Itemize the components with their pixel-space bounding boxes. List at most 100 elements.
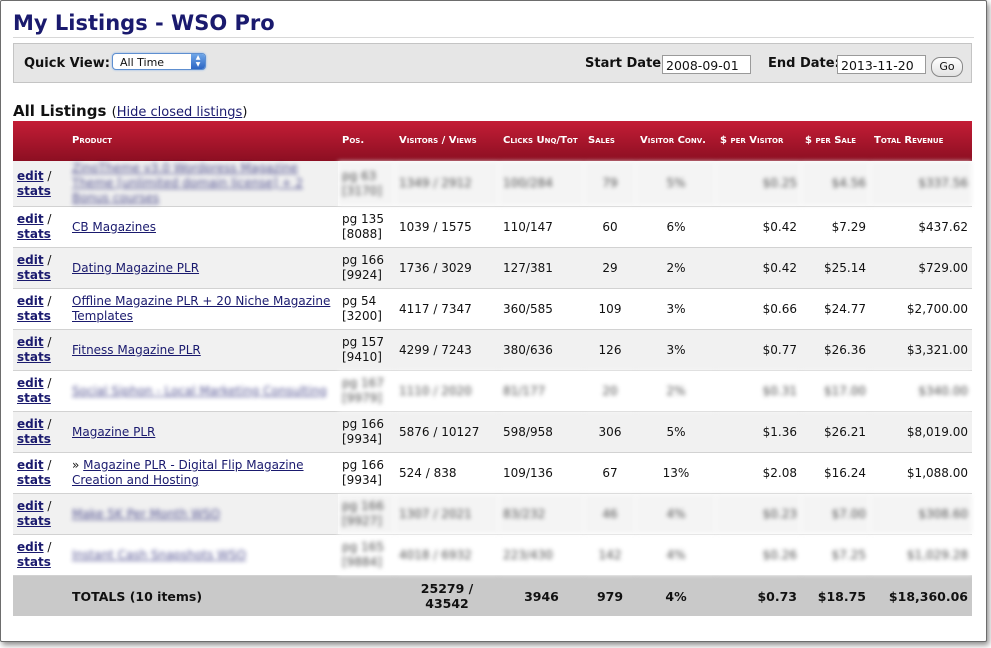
per-sale-cell: $26.21: [801, 411, 870, 453]
revenue-cell: $340.00: [870, 370, 972, 412]
table-row: edit / stats ZinoTheme v3.0 Wordpress Maga…: [13, 161, 972, 207]
visitors-cell: 1110 / 2020: [395, 370, 499, 412]
conversion-cell: 13%: [636, 452, 716, 494]
row-actions: edit / stats: [13, 370, 68, 412]
totals-label: TOTALS (10 items): [68, 575, 338, 616]
revenue-cell: $1,029.28: [870, 534, 972, 576]
stats-link[interactable]: stats: [17, 183, 51, 198]
product-link[interactable]: Magazine PLR: [72, 424, 156, 439]
table-row: edit / stats Make 5K Per Month WSO pg 166 […: [13, 493, 972, 535]
clicks-cell: 598/958: [499, 411, 584, 453]
stats-link[interactable]: stats: [17, 268, 51, 282]
sales-cell: 79: [584, 161, 636, 207]
quick-view-label: Quick View:: [24, 56, 110, 71]
edit-link[interactable]: edit: [17, 417, 44, 431]
sales-cell: 306: [584, 411, 636, 453]
stats-link[interactable]: stats: [17, 227, 51, 241]
stats-link[interactable]: stats: [17, 473, 51, 487]
col-sales-header[interactable]: Sales: [584, 121, 636, 161]
product-cell: Offline Magazine PLR + 20 Niche Magazine…: [68, 288, 338, 330]
start-date-input[interactable]: 2008-09-01: [662, 55, 751, 74]
product-cell: Magazine PLR: [68, 411, 338, 453]
position-cell: pg 54 [3200]: [338, 288, 395, 330]
col-revenue-header[interactable]: Total Revenue: [870, 121, 972, 161]
col-per-visitor-header[interactable]: $ per Visitor: [716, 121, 801, 161]
product-link[interactable]: Magazine PLR - Digital Flip Magazine Cre…: [72, 458, 304, 487]
title-divider: [13, 37, 974, 38]
totals-visitors: 25279 / 43542: [395, 575, 499, 616]
col-pos-header[interactable]: Pos.: [338, 121, 395, 161]
edit-link[interactable]: edit: [17, 294, 44, 308]
all-listings-title: All Listings: [13, 102, 107, 120]
conversion-cell: 5%: [636, 411, 716, 453]
product-link[interactable]: Fitness Magazine PLR: [72, 342, 201, 357]
per-visitor-cell: $0.31: [716, 370, 801, 412]
per-sale-cell: $25.14: [801, 247, 870, 289]
product-link[interactable]: CB Magazines: [72, 219, 156, 234]
revenue-cell: $437.62: [870, 206, 972, 248]
go-button[interactable]: Go: [931, 57, 963, 77]
per-sale-cell: $17.00: [801, 370, 870, 412]
position-cell: pg 135 [8088]: [338, 206, 395, 248]
product-link[interactable]: Social Siphon - Local Marketing Consulti…: [72, 383, 327, 398]
edit-link[interactable]: edit: [17, 499, 44, 513]
date-filter-bar: Quick View: All Time ▲ ▼ Start Date: 2008…: [13, 43, 972, 83]
clicks-cell: 83/232: [499, 493, 584, 535]
visitors-cell: 4018 / 6932: [395, 534, 499, 576]
stats-link[interactable]: stats: [17, 432, 51, 446]
product-link[interactable]: Dating Magazine PLR: [72, 260, 200, 275]
edit-link[interactable]: edit: [17, 335, 44, 349]
col-visitors-header[interactable]: Visitors / Views: [395, 121, 499, 161]
revenue-cell: $308.60: [870, 493, 972, 535]
stats-link[interactable]: stats: [17, 391, 51, 405]
stats-link[interactable]: stats: [17, 555, 51, 569]
active-marker: »: [72, 458, 80, 472]
product-cell: Instant Cash Snapshots WSO: [68, 534, 338, 576]
revenue-cell: $8,019.00: [870, 411, 972, 453]
per-visitor-cell: $0.25: [716, 161, 801, 207]
stats-link[interactable]: stats: [17, 514, 51, 528]
sales-cell: 67: [584, 452, 636, 494]
totals-conversion: 4%: [636, 575, 716, 616]
end-date-input[interactable]: 2013-11-20: [837, 55, 926, 74]
stats-link[interactable]: stats: [17, 309, 51, 323]
product-cell: CB Magazines: [68, 206, 338, 248]
edit-link[interactable]: edit: [17, 458, 44, 472]
product-link[interactable]: Make 5K Per Month WSO: [72, 506, 221, 521]
position-cell: pg 166 [9934]: [338, 452, 395, 494]
clicks-cell: 380/636: [499, 329, 584, 371]
hide-closed-listings-link[interactable]: Hide closed listings: [116, 105, 243, 120]
page-title: My Listings - WSO Pro: [13, 11, 275, 35]
col-conversion-header[interactable]: Visitor Conv.: [636, 121, 716, 161]
table-header-row: Product Pos. Visitors / Views Clicks Unq…: [13, 121, 972, 161]
sales-cell: 20: [584, 370, 636, 412]
row-actions: edit / stats: [13, 411, 68, 453]
per-visitor-cell: $0.77: [716, 329, 801, 371]
col-product-header[interactable]: Product: [68, 121, 338, 161]
edit-link[interactable]: edit: [17, 376, 44, 390]
edit-link[interactable]: edit: [17, 540, 44, 554]
product-link[interactable]: Offline Magazine PLR + 20 Niche Magazine…: [72, 294, 331, 323]
visitors-cell: 4117 / 7347: [395, 288, 499, 330]
conversion-cell: 4%: [636, 493, 716, 535]
edit-link[interactable]: edit: [17, 168, 44, 183]
edit-link[interactable]: edit: [17, 212, 44, 226]
section-heading: All Listings (Hide closed listings): [13, 102, 248, 120]
table-row: edit / stats CB Magazines pg 135 [8088] 1039…: [13, 206, 972, 248]
stats-link[interactable]: stats: [17, 350, 51, 364]
clicks-cell: 110/147: [499, 206, 584, 248]
product-link[interactable]: Instant Cash Snapshots WSO: [72, 547, 247, 562]
col-clicks-header[interactable]: Clicks Unq/Tot: [499, 121, 584, 161]
edit-link[interactable]: edit: [17, 253, 44, 267]
sales-cell: 109: [584, 288, 636, 330]
product-link[interactable]: ZinoTheme v3.0 Wordpress Magazine Theme …: [72, 161, 303, 205]
col-per-sale-header[interactable]: $ per Sale: [801, 121, 870, 161]
per-sale-cell: $24.77: [801, 288, 870, 330]
conversion-cell: 5%: [636, 161, 716, 207]
conversion-cell: 6%: [636, 206, 716, 248]
revenue-cell: $729.00: [870, 247, 972, 289]
quick-view-select[interactable]: All Time ▲ ▼: [112, 53, 206, 70]
table-row: edit / stats Instant Cash Snapshots WSO pg …: [13, 534, 972, 576]
per-sale-cell: $26.36: [801, 329, 870, 371]
listings-table: Product Pos. Visitors / Views Clicks Unq…: [13, 121, 972, 616]
